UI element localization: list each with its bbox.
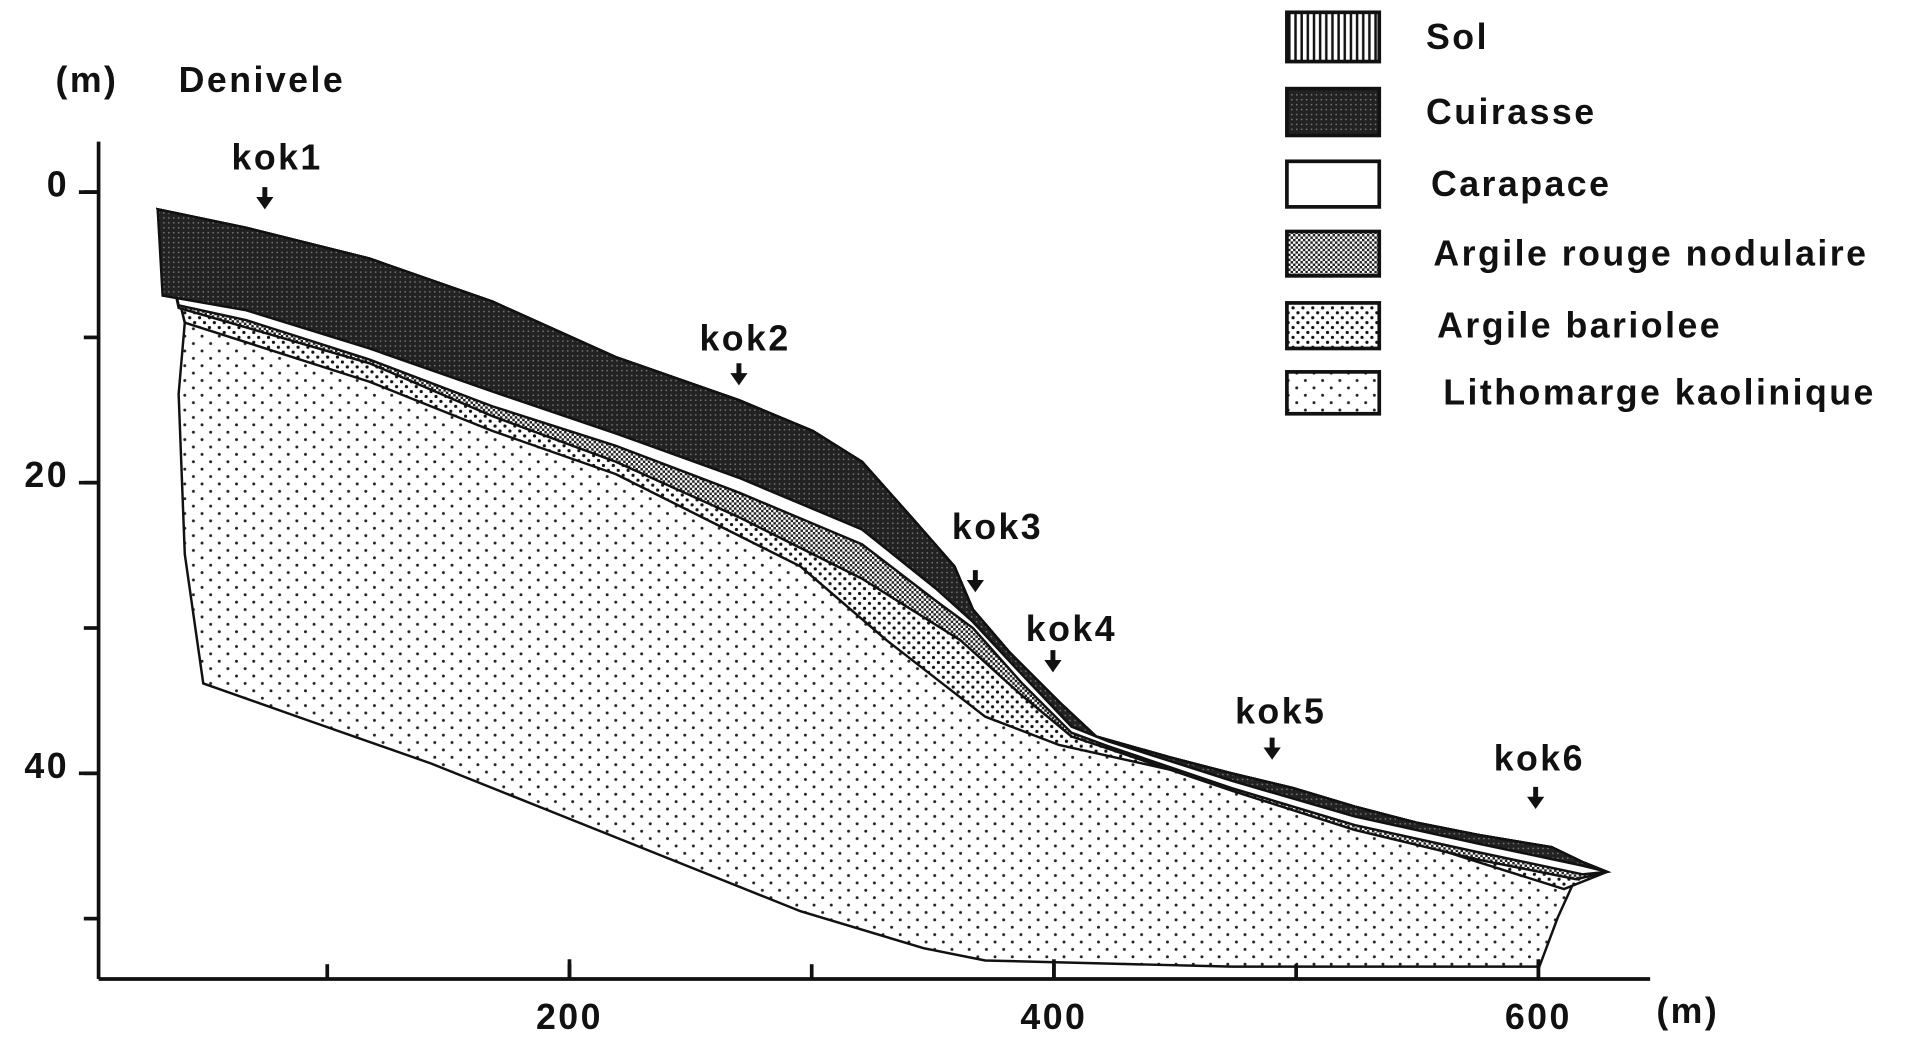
y-tick-label: 20: [24, 455, 69, 495]
profile-label: kok2: [699, 319, 790, 359]
legend-label: Argile rouge nodulaire: [1433, 234, 1868, 274]
legend-label: Argile bariolee: [1437, 306, 1722, 346]
legend-swatch: [1285, 86, 1382, 138]
x-tick-label: 400: [1020, 997, 1087, 1037]
profile-label: kok6: [1494, 738, 1585, 778]
profile-label: kok3: [952, 507, 1043, 547]
profile-arrow: [1527, 786, 1545, 810]
y-tick-label: 0: [47, 165, 69, 205]
profile-label: kok1: [232, 138, 323, 178]
y-unit: (m): [55, 60, 118, 100]
legend-label: Cuirasse: [1426, 92, 1597, 132]
x-tick-label: 600: [1505, 997, 1572, 1037]
legend-label: Sol: [1426, 17, 1489, 57]
layers: [156, 207, 1612, 968]
legend-swatch: [1285, 159, 1382, 209]
profile-arrow: [730, 363, 748, 386]
legend-label: Lithomarge kaolinique: [1443, 373, 1876, 413]
legend-swatch: [1285, 10, 1382, 64]
y-title: Denivele: [179, 60, 346, 100]
profile-arrow: [1263, 737, 1281, 760]
y-tick-label: 40: [24, 746, 69, 786]
profile-label: kok4: [1026, 609, 1117, 649]
legend: Sol Cuirasse Carapace Argile rouge nodulair…: [1285, 10, 1876, 416]
legend-swatch: [1285, 370, 1382, 416]
profile-arrow: [256, 187, 274, 210]
x-unit: (m): [1656, 991, 1719, 1031]
legend-label: Carapace: [1431, 164, 1611, 204]
legend-swatch: [1285, 229, 1382, 278]
x-tick-label: 200: [536, 997, 603, 1037]
profile-arrow: [1044, 650, 1062, 673]
profile-arrow: [966, 570, 984, 593]
layer-cuirasse: [156, 207, 1608, 874]
legend-swatch: [1285, 301, 1382, 351]
profile-label: kok5: [1235, 692, 1326, 732]
